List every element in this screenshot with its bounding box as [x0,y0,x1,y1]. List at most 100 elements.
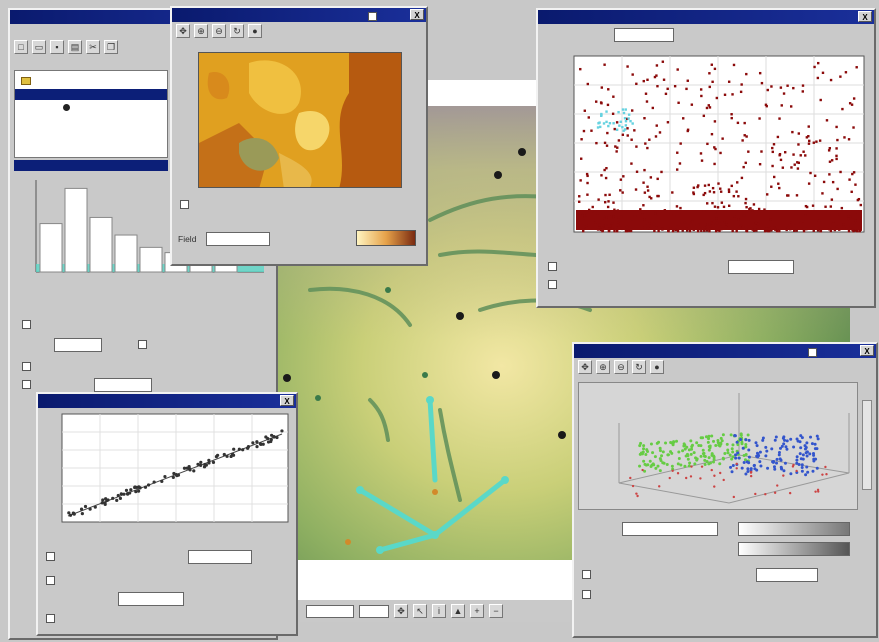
option-checkbox[interactable] [138,340,147,349]
plot3d-option-field[interactable] [756,568,818,582]
globe-icon[interactable]: ● [248,24,262,38]
close-icon[interactable]: X [860,345,874,356]
cloud-point [765,449,769,453]
scatter-window: X [536,8,876,308]
zoom-out-icon[interactable]: − [489,604,503,618]
scatter-point [631,73,634,76]
scatter-point [696,185,699,189]
option-checkbox[interactable] [180,200,189,209]
option-checkbox[interactable] [548,262,557,271]
scatter-option-field[interactable] [728,260,794,274]
regression-point [101,498,105,502]
regression-window-titlebar[interactable]: X [38,394,296,408]
option-checkbox[interactable] [582,570,591,579]
scatter-point [765,104,768,108]
plot3d-ramp[interactable] [738,542,850,556]
plot3d-canvas[interactable] [578,382,858,510]
option-checkbox[interactable] [22,380,31,389]
option-checkbox[interactable] [46,552,55,561]
plot3d-scrollbar[interactable] [862,400,872,490]
scale-field[interactable] [306,604,354,618]
save-icon[interactable]: ▪ [50,40,64,54]
cloud-point [679,463,683,467]
cloud-point [735,440,739,444]
cloud-point [720,439,724,443]
open-icon[interactable]: ▭ [32,40,46,54]
close-icon[interactable]: X [858,11,872,22]
rotate-icon[interactable]: ↻ [230,24,244,38]
pan-icon[interactable]: ✥ [578,360,592,374]
pan-icon[interactable]: ✥ [176,24,190,38]
color-ramp-swatch[interactable] [356,230,416,246]
cloud-point [744,438,748,442]
scatter-point-highlight [631,122,634,125]
scatter-point [655,74,658,77]
option-checkbox[interactable] [548,280,557,289]
scatter-point [801,84,805,87]
zoom-out-icon[interactable]: ⊖ [614,360,628,374]
plot3d-ramp[interactable] [738,522,850,536]
cloud-point [721,457,725,461]
plot3d-window-titlebar[interactable]: X [574,344,876,358]
regression-field[interactable] [188,550,252,564]
option-checkbox[interactable] [46,576,55,585]
method-field[interactable] [94,378,152,392]
option-checkbox[interactable] [22,362,31,371]
raster-image[interactable] [198,52,402,188]
scatter-point [783,151,787,154]
scatter-point [671,229,675,233]
zoom-in-icon[interactable]: ⊕ [194,24,208,38]
close-icon[interactable]: X [410,9,424,20]
close-icon[interactable]: X [280,395,294,406]
option-checkbox[interactable] [808,348,817,357]
option-checkbox[interactable] [46,614,55,623]
regression-point [119,492,123,496]
plot3d-field[interactable] [622,522,718,536]
value-field[interactable] [54,338,102,352]
regression-point [237,447,241,451]
pan-icon[interactable]: ✥ [394,604,408,618]
regression-value-field[interactable] [118,592,184,606]
layer-tree[interactable] [14,70,168,158]
variable-select[interactable] [614,28,674,42]
cloud-point [690,447,694,451]
zoom-field[interactable] [359,604,389,618]
rotate-icon[interactable]: ↻ [632,360,646,374]
zoom-out-icon[interactable]: ⊖ [212,24,226,38]
raster-window-titlebar[interactable]: X [172,8,426,22]
scatter-point [686,79,689,82]
scatter-point [828,147,832,150]
cloud-point [764,493,767,496]
globe-icon[interactable]: ● [650,360,664,374]
zoom-in-icon[interactable]: ⊕ [596,360,610,374]
field-select[interactable] [206,232,270,246]
scatter-window-titlebar[interactable]: X [538,10,874,24]
tree-item-selected[interactable] [15,89,167,100]
option-checkbox[interactable] [22,320,31,329]
scatter-point [617,218,621,221]
copy-icon[interactable]: ❐ [104,40,118,54]
measure-icon[interactable]: ▲ [451,604,465,618]
regression-plot [42,410,292,540]
scatter-point [706,202,709,205]
new-icon[interactable]: □ [14,40,28,54]
option-checkbox[interactable] [582,590,591,599]
select-icon[interactable]: ↖ [413,604,427,618]
zoom-in-icon[interactable]: + [470,604,484,618]
option-checkbox[interactable] [368,12,377,21]
scatter-point [717,229,720,232]
cut-icon[interactable]: ✂ [86,40,100,54]
scatter-point [815,140,818,143]
cloud-point [730,457,734,461]
cloud-point [665,463,669,467]
map-toolbar: ✥ ↖ i ▲ + − [300,600,570,622]
cloud-point [649,465,653,469]
scatter-point [743,121,746,125]
print-icon[interactable]: ▤ [68,40,82,54]
scatter-point [603,63,606,66]
info-icon[interactable]: i [432,604,446,618]
plot3d-window: X ✥ ⊕ ⊖ ↻ ● [572,342,878,638]
map-point [283,374,291,382]
scatter-point [777,182,780,185]
scatter-point [700,229,703,232]
